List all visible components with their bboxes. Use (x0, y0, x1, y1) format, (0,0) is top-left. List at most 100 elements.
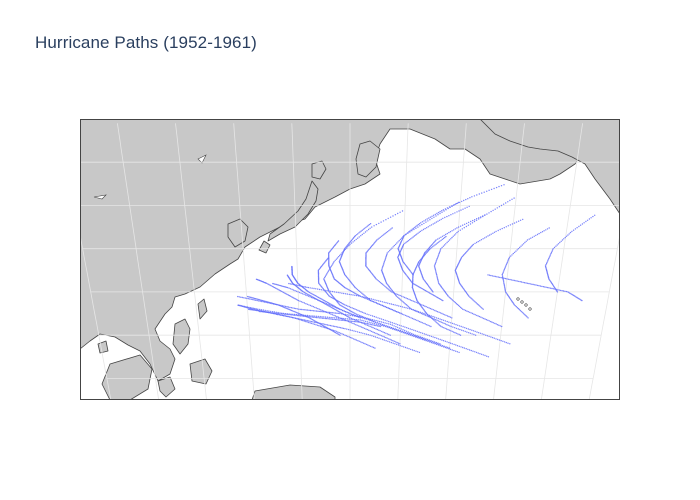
track-point (383, 261, 386, 263)
track-point (380, 321, 383, 323)
track-point (385, 306, 388, 309)
track-point (309, 320, 311, 322)
track-point (299, 315, 302, 317)
track-point (505, 202, 507, 204)
track-point (254, 309, 256, 311)
track-point (278, 289, 280, 291)
track-point (472, 243, 475, 246)
track-point (344, 314, 347, 317)
track-point (408, 298, 410, 300)
track-point (312, 310, 315, 312)
track-point (353, 286, 356, 288)
track-point (373, 315, 376, 318)
track-point (475, 241, 478, 244)
track-point (333, 312, 335, 314)
track-point (465, 222, 468, 225)
track-point (346, 308, 349, 310)
track-point (335, 258, 338, 260)
track-point (439, 338, 441, 341)
track-point (462, 330, 465, 332)
track-point (364, 312, 366, 315)
track-point (365, 260, 367, 263)
track-point (319, 325, 322, 327)
track-point (384, 322, 386, 324)
track-point (561, 239, 564, 241)
track-point (289, 314, 291, 316)
track-point (336, 319, 338, 321)
track-point (446, 315, 449, 317)
track-point (381, 338, 384, 341)
track-point (442, 237, 445, 240)
track-point (340, 312, 342, 314)
track-point (269, 284, 271, 286)
track-point (297, 291, 299, 293)
track-point (464, 327, 466, 329)
track-point (503, 227, 505, 229)
track-point (436, 277, 439, 279)
track-point (555, 245, 557, 247)
track-point (440, 321, 442, 323)
track-point (356, 293, 358, 296)
track-point (523, 313, 525, 315)
track-point (490, 274, 492, 277)
track-point (367, 268, 369, 270)
track-point (436, 337, 438, 339)
track-point (451, 322, 454, 325)
geo-map-svg[interactable] (80, 119, 620, 400)
track-point (362, 293, 364, 295)
track-point (380, 335, 383, 337)
track-point (496, 207, 498, 209)
track-point (317, 271, 320, 273)
track-point (245, 306, 247, 309)
track-point (410, 317, 412, 319)
track-point (501, 227, 503, 230)
track-point (344, 311, 347, 313)
track-point (281, 291, 284, 293)
track-point (378, 337, 380, 339)
track-point (427, 250, 429, 253)
track-point (457, 304, 460, 307)
track-point (309, 317, 312, 320)
track-point (459, 334, 462, 336)
track-point (352, 338, 355, 340)
track-point (360, 332, 362, 334)
track-point (463, 199, 465, 202)
track-point (361, 315, 364, 318)
track-point (249, 296, 251, 298)
track-point (241, 296, 243, 299)
track-point (485, 334, 487, 336)
track-point (368, 345, 370, 347)
track-point (413, 329, 415, 331)
track-point (358, 321, 360, 323)
land-korea (227, 218, 249, 248)
track-point (312, 323, 314, 325)
track-point (445, 292, 447, 295)
track-point (353, 312, 355, 314)
track-point (321, 316, 323, 318)
track-point (274, 312, 277, 314)
track-point (471, 329, 473, 331)
track-point (285, 313, 287, 315)
track-point (374, 301, 376, 304)
track-point (313, 323, 316, 325)
track-point (364, 333, 366, 335)
track-point (363, 232, 365, 234)
track-point (466, 250, 469, 252)
track-point (437, 280, 439, 282)
track-point (320, 285, 322, 287)
track-point (429, 292, 431, 294)
track-point (382, 263, 385, 265)
track-point (438, 298, 441, 300)
track-point (462, 308, 464, 310)
track-point (384, 258, 386, 260)
track-point (403, 296, 406, 299)
track-point (399, 298, 401, 300)
track-point (332, 295, 334, 298)
track-point (256, 298, 258, 300)
geo-map[interactable] (80, 119, 620, 400)
land-layer (80, 119, 620, 400)
track-point (422, 313, 424, 315)
track-point (281, 306, 284, 308)
track-point (329, 296, 332, 298)
track-point (354, 338, 356, 341)
